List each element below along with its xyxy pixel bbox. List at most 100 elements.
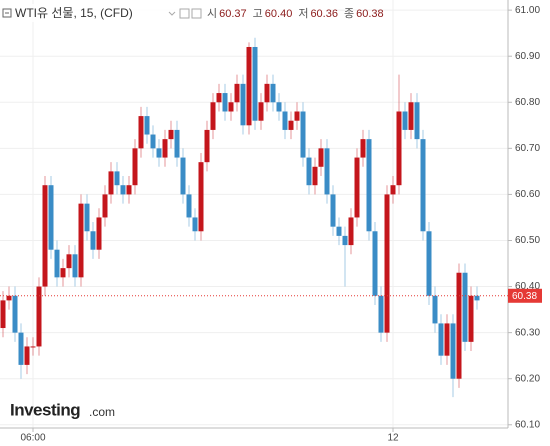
y-tick-label: 61.00: [515, 5, 540, 16]
candle-body: [6, 295, 12, 301]
candle-body: [24, 346, 30, 365]
candle-body: [438, 323, 444, 356]
candle-body: [60, 268, 66, 278]
candle-body: [384, 194, 390, 333]
ohlc-value: 60.40: [265, 8, 293, 20]
candle-body: [210, 102, 216, 130]
candle-body: [426, 231, 432, 296]
dropdown-icon[interactable]: [168, 11, 176, 16]
candle-body: [270, 83, 276, 103]
candle-body: [294, 111, 300, 121]
y-tick-label: 60.50: [515, 235, 540, 246]
y-tick-label: 60.90: [515, 51, 540, 62]
candle-body: [396, 111, 402, 186]
ohlc-key: 종: [344, 8, 354, 20]
candle-body: [306, 157, 312, 186]
ohlc-key: 시: [207, 8, 217, 20]
y-tick-label: 60.70: [515, 143, 540, 154]
candle-body: [324, 148, 330, 195]
candle-body: [336, 226, 342, 236]
candle-body: [342, 235, 348, 246]
logo: Investing .com: [10, 400, 115, 419]
candle-body: [282, 111, 288, 130]
candle-body: [360, 139, 366, 158]
candle-body: [474, 295, 480, 301]
candle-body: [456, 272, 462, 379]
collapse-icon[interactable]: [2, 8, 12, 18]
candle-body: [132, 148, 138, 186]
logo-suffix: .com: [89, 405, 115, 419]
x-tick-label: 12: [387, 433, 399, 444]
candle-body: [144, 116, 150, 135]
candle-body: [18, 332, 24, 365]
candle-body: [78, 203, 84, 278]
candle-body: [414, 102, 420, 140]
ohlc-key: 고: [253, 8, 263, 20]
candle-body: [420, 139, 426, 232]
candle-body: [462, 272, 468, 342]
candle-body: [180, 157, 186, 195]
candle-body: [222, 93, 228, 112]
candle-body: [402, 111, 408, 130]
candle-body: [276, 102, 282, 112]
candle-body: [216, 93, 222, 103]
candle-body: [390, 185, 396, 195]
settings-icon[interactable]: [191, 8, 202, 19]
candle-body: [192, 217, 198, 232]
candle-body: [432, 295, 438, 324]
candle-body: [258, 102, 264, 121]
candle-body: [444, 323, 450, 356]
candle-body: [252, 46, 258, 121]
candle-body: [408, 102, 414, 130]
candle-body: [204, 129, 210, 163]
candle-body: [84, 203, 90, 232]
candle-body: [96, 217, 102, 250]
candle-body: [330, 194, 336, 227]
last-price-label: 60.38: [512, 291, 537, 302]
header-bg: [0, 4, 330, 22]
candle-body: [450, 323, 456, 379]
candle-body: [162, 139, 168, 158]
candle-body: [108, 171, 114, 195]
candle-body: [240, 83, 246, 126]
candle-body: [366, 139, 372, 232]
candle-body: [246, 46, 252, 126]
candle-body: [54, 249, 60, 278]
last-price-tag: [508, 288, 542, 303]
chart-title: WTI유 선물, 15, (CFD): [15, 6, 133, 20]
candle-body: [0, 300, 6, 329]
candle-body: [12, 295, 18, 333]
candle-body: [288, 120, 294, 130]
x-tick-label: 06:00: [20, 433, 45, 444]
candle-body: [312, 166, 318, 186]
candle-body: [66, 254, 72, 269]
candle-body: [348, 217, 354, 246]
candle-body: [30, 346, 36, 348]
candle-body: [354, 157, 360, 218]
candle-body: [90, 231, 96, 250]
candle-body: [228, 102, 234, 112]
header: WTI유 선물, 15, (CFD) 시 60.37 고 60.40 저 60.36 종 60…: [0, 4, 384, 22]
candle-body: [372, 231, 378, 296]
candle-body: [120, 185, 126, 195]
y-tick-label: 60.80: [515, 97, 540, 108]
candle-body: [150, 134, 156, 149]
candle-body: [114, 171, 120, 186]
candle-body: [468, 295, 474, 342]
y-tick-label: 60.30: [515, 327, 540, 338]
candle-body: [198, 162, 204, 232]
candle-body: [264, 83, 270, 103]
candles: [0, 37, 480, 398]
ohlc-value: 60.36: [310, 8, 338, 20]
logo-main: Investing: [10, 400, 80, 419]
ohlc-value: 60.38: [356, 8, 384, 20]
candle-body: [126, 185, 132, 195]
candle-body: [36, 286, 42, 347]
settings-icon[interactable]: [179, 8, 190, 19]
candle-body: [318, 148, 324, 167]
candle-body: [174, 129, 180, 158]
candle-body: [156, 148, 162, 158]
candle-body: [300, 111, 306, 158]
y-tick-label: 60.60: [515, 189, 540, 200]
